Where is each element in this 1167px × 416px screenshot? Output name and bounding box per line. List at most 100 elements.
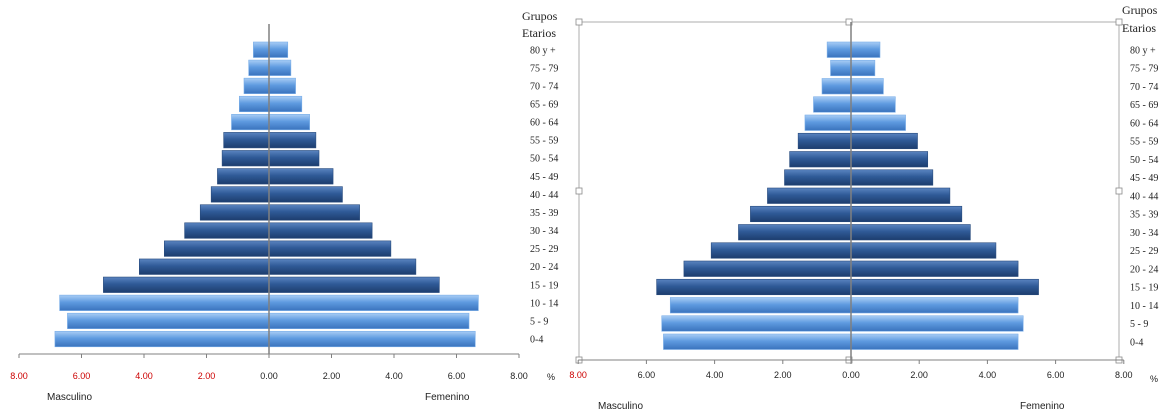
bar-femenino — [850, 333, 1019, 350]
bar-femenino — [850, 187, 951, 204]
bar-femenino — [268, 186, 343, 203]
bar-masculino — [669, 297, 852, 314]
bar-femenino — [268, 258, 417, 275]
bar-masculino — [139, 258, 270, 275]
age-group-label: 60 - 64 — [530, 118, 558, 129]
bar-femenino — [850, 78, 884, 95]
category-header: Etarios — [522, 26, 556, 40]
bar-femenino — [268, 276, 440, 293]
bar-femenino — [850, 132, 918, 150]
tick-label: 6.00 — [448, 371, 466, 381]
age-group-label: 30 - 34 — [1130, 228, 1158, 239]
age-group-label: 70 - 74 — [1130, 82, 1158, 93]
bar-femenino — [850, 151, 929, 168]
bar-masculino — [54, 330, 270, 348]
bar-masculino — [164, 240, 270, 257]
tick-label: 8.00 — [10, 371, 28, 381]
bar-femenino — [268, 222, 373, 239]
tick-label: 2.00 — [774, 370, 792, 380]
age-group-label: 25 - 29 — [1130, 246, 1158, 257]
bar-masculino — [784, 169, 852, 186]
bar-femenino — [850, 224, 971, 241]
tick-label: 6.00 — [73, 371, 91, 381]
bar-femenino — [268, 132, 317, 149]
bar-femenino — [268, 312, 470, 330]
bar-masculino — [223, 132, 270, 149]
bar-masculino — [253, 41, 270, 58]
bar-masculino — [826, 41, 852, 58]
bar-femenino — [850, 260, 1019, 277]
age-group-label: 60 - 64 — [1130, 118, 1158, 129]
age-group-label: 50 - 54 — [1130, 155, 1158, 166]
bar-femenino — [850, 315, 1024, 332]
bar-masculino — [221, 150, 270, 167]
bar-masculino — [663, 333, 852, 350]
bar-femenino — [850, 41, 881, 58]
age-group-label: 30 - 34 — [530, 226, 558, 237]
selection-handle — [575, 18, 583, 26]
tick-label: 4.00 — [979, 370, 997, 380]
tick-label: 2.00 — [910, 370, 928, 380]
age-group-label: 35 - 39 — [1130, 210, 1158, 221]
bar-femenino — [850, 96, 896, 113]
bar-masculino — [248, 59, 270, 76]
selection-handle — [575, 187, 583, 195]
selection-handle — [1115, 18, 1123, 26]
age-group-label: 45 - 49 — [1130, 173, 1158, 184]
bar-masculino — [710, 242, 852, 259]
bar-femenino — [268, 150, 320, 167]
age-group-label: 10 - 14 — [1130, 301, 1158, 312]
bar-masculino — [821, 78, 852, 95]
bar-masculino — [243, 77, 270, 94]
age-group-label: 80 y + — [1130, 45, 1156, 56]
bar-femenino — [268, 41, 289, 58]
bar-femenino — [850, 205, 963, 223]
bar-femenino — [850, 59, 876, 77]
age-group-label: 15 - 19 — [1130, 283, 1158, 294]
age-group-label: 50 - 54 — [530, 154, 558, 165]
bar-femenino — [850, 169, 934, 186]
tick-label: 8.00 — [569, 370, 587, 380]
bar-masculino — [184, 222, 270, 239]
bar-masculino — [683, 260, 852, 277]
age-group-label: 80 y + — [530, 45, 556, 56]
bar-masculino — [767, 187, 852, 204]
age-group-label: 5 - 9 — [530, 316, 548, 327]
tick-label: 0.00 — [260, 371, 278, 381]
unit-label: % — [1150, 374, 1158, 384]
age-group-label: 20 - 24 — [1130, 264, 1158, 275]
pyramid-chart-1: 0-4 5 - 9 10 - 14 15 - 19 20 - 24 25 - 29 30 -… — [10, 9, 558, 403]
age-group-label: 40 - 44 — [530, 190, 558, 201]
bar-masculino — [239, 95, 270, 113]
bar-femenino — [268, 77, 296, 94]
age-group-label: 25 - 29 — [530, 244, 558, 255]
bar-masculino — [830, 59, 852, 77]
bar-masculino — [656, 278, 852, 296]
bar-masculino — [199, 204, 270, 221]
bar-masculino — [738, 224, 852, 241]
bar-masculino — [59, 294, 270, 311]
unit-label: % — [547, 372, 555, 382]
bar-femenino — [268, 240, 392, 257]
legend-masculino: Masculino — [598, 401, 643, 412]
age-group-label: 55 - 59 — [530, 136, 558, 147]
bar-femenino — [268, 95, 303, 113]
selection-handle — [845, 18, 853, 26]
category-header: Grupos — [522, 9, 558, 23]
tick-label: 8.00 — [1115, 370, 1133, 380]
age-group-label: 75 - 79 — [530, 63, 558, 74]
age-group-label: 5 - 9 — [1130, 319, 1148, 330]
bar-femenino — [268, 168, 334, 185]
legend-femenino: Femenino — [425, 392, 470, 403]
legend-femenino: Femenino — [1020, 401, 1065, 412]
bar-femenino — [268, 204, 360, 221]
tick-label: 6.00 — [638, 370, 656, 380]
tick-label: 6.00 — [1047, 370, 1065, 380]
age-group-label: 65 - 69 — [530, 99, 558, 110]
bar-masculino — [804, 114, 852, 131]
bar-femenino — [850, 297, 1019, 314]
age-group-label: 35 - 39 — [530, 208, 558, 219]
tick-label: 4.00 — [135, 371, 153, 381]
bar-femenino — [268, 330, 476, 348]
